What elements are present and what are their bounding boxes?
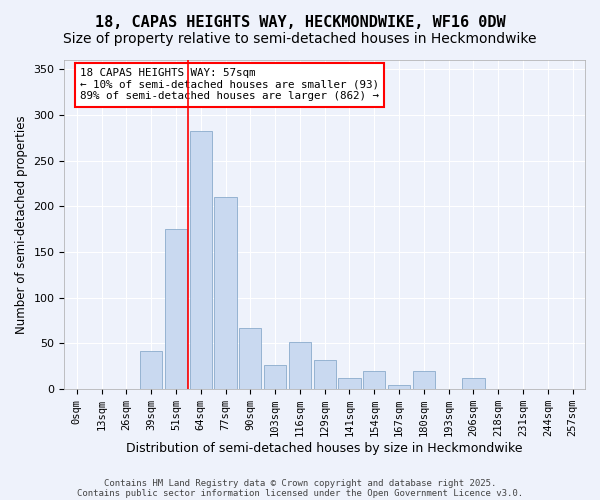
Y-axis label: Number of semi-detached properties: Number of semi-detached properties [15, 116, 28, 334]
Bar [165, 229, 187, 389]
Bar [264, 364, 286, 389]
Bar [462, 378, 485, 389]
Bar [289, 342, 311, 389]
X-axis label: Distribution of semi-detached houses by size in Heckmondwike: Distribution of semi-detached houses by … [127, 442, 523, 455]
Bar [239, 328, 262, 389]
Text: 18, CAPAS HEIGHTS WAY, HECKMONDWIKE, WF16 0DW: 18, CAPAS HEIGHTS WAY, HECKMONDWIKE, WF1… [95, 15, 505, 30]
Bar [363, 371, 385, 389]
Bar [314, 360, 336, 389]
Bar [413, 371, 435, 389]
Bar [140, 351, 163, 389]
Bar [214, 197, 236, 389]
Bar [388, 384, 410, 389]
Bar [190, 132, 212, 389]
Text: 18 CAPAS HEIGHTS WAY: 57sqm
← 10% of semi-detached houses are smaller (93)
89% o: 18 CAPAS HEIGHTS WAY: 57sqm ← 10% of sem… [80, 68, 379, 102]
Bar [338, 378, 361, 389]
Text: Contains public sector information licensed under the Open Government Licence v3: Contains public sector information licen… [77, 488, 523, 498]
Text: Contains HM Land Registry data © Crown copyright and database right 2025.: Contains HM Land Registry data © Crown c… [104, 478, 496, 488]
Text: Size of property relative to semi-detached houses in Heckmondwike: Size of property relative to semi-detach… [63, 32, 537, 46]
